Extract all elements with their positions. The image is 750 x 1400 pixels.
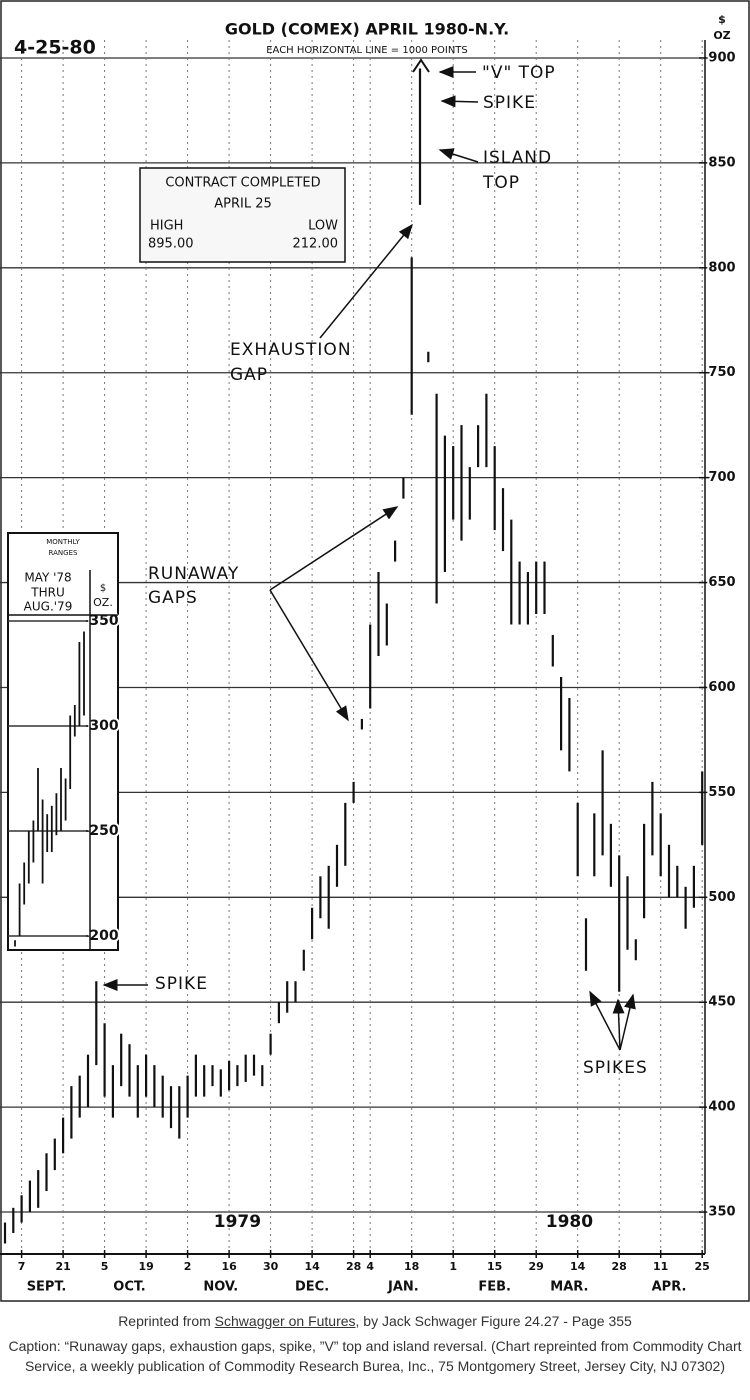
annotation: RUNAWAY: [148, 564, 239, 584]
y-tick-label: 350: [708, 1205, 735, 1220]
inset-title: MONTHLY: [46, 538, 80, 546]
info-date: APRIL 25: [214, 197, 272, 212]
info-high: 895.00: [148, 237, 194, 252]
month-label: FEB.: [478, 1280, 511, 1295]
y-tick-label: 900: [708, 50, 735, 65]
arrows: [102, 58, 636, 1051]
caption-text: Caption: “Runaway gaps, exhaustion gaps,…: [8, 1338, 742, 1374]
x-tick-label: 7: [18, 1260, 26, 1273]
y-tick-label: 250: [89, 823, 118, 839]
x-tick-label: 1: [449, 1260, 457, 1273]
chart-title: GOLD (COMEX) APRIL 1980-N.Y.: [225, 20, 509, 39]
y-tick-label: 450: [708, 995, 735, 1010]
info-title: CONTRACT COMPLETED: [165, 176, 320, 191]
month-label: OCT.: [113, 1280, 145, 1295]
y-tick-label: 550: [708, 785, 735, 800]
inset-y-unit: $: [100, 583, 106, 594]
source-suffix: , by Jack Schwager Figure 24.27 - Page 3…: [355, 1313, 632, 1329]
month-label: SEPT.: [27, 1280, 67, 1295]
frame: [0, 0, 750, 1302]
x-tick-label: 4: [366, 1260, 374, 1273]
y-tick-label: 800: [708, 260, 735, 275]
y-unit: OZ: [713, 29, 730, 42]
x-tick-label: 16: [221, 1260, 237, 1273]
x-tick-label: 21: [55, 1260, 70, 1273]
x-tick-label: 14: [304, 1260, 320, 1273]
inset-box: [7, 532, 119, 951]
month-label: APR.: [652, 1280, 687, 1295]
source-prefix: Reprinted from: [118, 1313, 215, 1329]
annotation: "V" TOP: [482, 63, 556, 83]
chart-date: 4-25-80: [14, 37, 96, 59]
x-tick-label: 29: [529, 1260, 544, 1273]
caption: Reprinted from Schwagger on Futures, by …: [0, 1303, 750, 1376]
month-label: MAR.: [550, 1280, 588, 1295]
annotation: TOP: [482, 173, 520, 193]
annotation: ISLAND: [483, 148, 552, 168]
y-tick-label: 750: [708, 365, 735, 380]
annotation: SPIKE: [155, 974, 208, 994]
x-tick-label: 11: [653, 1260, 668, 1273]
y-tick-label: 350: [89, 613, 118, 629]
x-tick-label: 30: [263, 1260, 279, 1273]
info-high-label: HIGH: [150, 219, 183, 234]
inset-y-unit: OZ.: [93, 596, 113, 609]
y-tick-label: 400: [708, 1100, 735, 1115]
annotation: GAPS: [148, 588, 198, 608]
y-tick-label: 300: [89, 718, 118, 734]
inset-title: RANGES: [49, 549, 78, 557]
x-tick-label: 2: [184, 1260, 192, 1273]
info-low-label: LOW: [308, 219, 338, 234]
y-tick-label: 500: [708, 890, 735, 905]
year-label: 1980: [546, 1212, 593, 1232]
month-label: JAN.: [387, 1280, 419, 1295]
x-tick-label: 5: [101, 1260, 109, 1273]
annotation: SPIKES: [583, 1058, 648, 1078]
annotation: EXHAUSTION: [230, 340, 352, 360]
annotation: GAP: [230, 365, 268, 385]
inset-subtitle: MAY '78: [24, 571, 71, 585]
y-unit: $: [718, 13, 726, 26]
source-book: Schwagger on Futures: [214, 1313, 356, 1329]
y-tick-label: 200: [89, 928, 118, 944]
y-tick-label: 850: [708, 155, 735, 170]
year-label: 1979: [214, 1212, 261, 1232]
x-tick-label: 14: [570, 1260, 586, 1273]
x-tick-label: 28: [612, 1260, 627, 1273]
x-tick-label: 19: [138, 1260, 153, 1273]
chart-subtitle: EACH HORIZONTAL LINE = 1000 POINTS: [266, 45, 468, 56]
y-tick-label: 650: [708, 575, 735, 590]
annotation: SPIKE: [483, 93, 536, 113]
month-label: DEC.: [295, 1280, 329, 1295]
x-tick-label: 25: [695, 1260, 710, 1273]
y-tick-label: 600: [708, 680, 735, 695]
info-box: [139, 167, 346, 263]
x-tick-label: 15: [487, 1260, 502, 1273]
inset-subtitle: AUG.'79: [24, 600, 73, 614]
y-tick-label: 700: [708, 470, 735, 485]
inset-subtitle: THRU: [30, 586, 64, 600]
month-label: NOV.: [203, 1280, 238, 1295]
source-line: Reprinted from Schwagger on Futures, by …: [0, 1311, 750, 1331]
x-tick-label: 28: [346, 1260, 361, 1273]
info-low: 212.00: [293, 237, 339, 252]
x-tick-label: 18: [404, 1260, 419, 1273]
